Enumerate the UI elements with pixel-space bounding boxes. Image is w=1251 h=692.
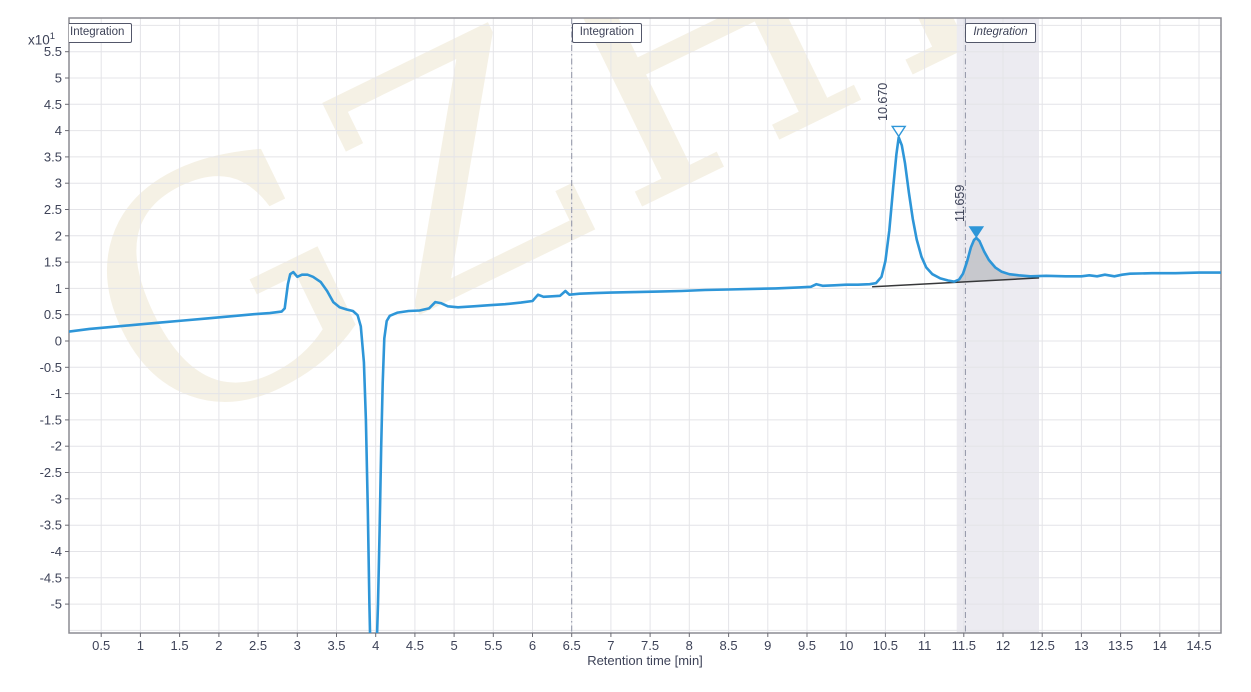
x-tick-label: 8	[686, 638, 693, 653]
y-tick-label: -5	[50, 597, 62, 612]
x-tick-label: 5.5	[484, 638, 502, 653]
x-tick-label: 3	[294, 638, 301, 653]
x-tick-label: 1.5	[171, 638, 189, 653]
x-tick-label: 2.5	[249, 638, 267, 653]
y-axis-multiplier-exponent: 1	[49, 31, 56, 42]
x-tick-label: 8.5	[720, 638, 738, 653]
y-tick-label: 5.5	[44, 44, 62, 59]
axis-ticks	[65, 51, 1200, 637]
y-tick-label: 4.5	[44, 97, 62, 112]
x-tick-label: 3.5	[327, 638, 345, 653]
signal-trace[interactable]	[69, 136, 1221, 677]
x-tick-label: 6.5	[563, 638, 581, 653]
integration-region-label[interactable]: Integration	[69, 23, 133, 43]
y-tick-label: 0.5	[44, 307, 62, 322]
gridlines	[69, 18, 1221, 633]
y-tick-label: 2	[55, 228, 62, 243]
x-axis-title: Retention time [min]	[587, 653, 703, 668]
y-tick-label: -3	[50, 491, 62, 506]
y-tick-label: -0.5	[40, 360, 62, 375]
x-tick-label: 7	[607, 638, 614, 653]
y-axis-multiplier-base: x10	[28, 32, 50, 48]
x-tick-label: 4.5	[406, 638, 424, 653]
x-tick-label: 5	[450, 638, 457, 653]
x-tick-label: 9	[764, 638, 771, 653]
x-tick-label: 14	[1153, 638, 1167, 653]
y-tick-label: -3.5	[40, 518, 62, 533]
x-tick-label: 2	[215, 638, 222, 653]
x-tick-label: 11	[918, 638, 932, 653]
peak-marker-triangle-filled[interactable]	[968, 226, 985, 239]
x-tick-label: 12	[996, 638, 1010, 653]
x-tick-label: 0.5	[92, 638, 110, 653]
y-tick-label: 2.5	[44, 202, 62, 217]
x-tick-label: 12.5	[1030, 638, 1055, 653]
plot-border	[68, 17, 1222, 634]
x-tick-label: 1	[137, 638, 144, 653]
y-axis-multiplier: x101	[28, 31, 55, 48]
y-tick-label: 3	[55, 176, 62, 191]
integration-band	[956, 18, 1039, 633]
y-tick-label: 0	[55, 334, 62, 349]
y-tick-label: 1	[55, 281, 62, 296]
x-tick-label: 13	[1074, 638, 1088, 653]
y-tick-label: -2	[50, 439, 62, 454]
x-tick-label: 14.5	[1186, 638, 1211, 653]
y-tick-label: 3.5	[44, 149, 62, 164]
y-tick-label: -1.5	[40, 412, 62, 427]
peak-marker-triangle-open[interactable]	[890, 125, 907, 138]
peak-area-fill	[956, 237, 1038, 283]
x-tick-label: 13.5	[1108, 638, 1133, 653]
y-tick-label: -1	[50, 386, 62, 401]
integration-region-label[interactable]: Integration	[965, 23, 1036, 43]
x-tick-label: 10.5	[873, 638, 898, 653]
integration-region-label[interactable]: Integration	[571, 23, 643, 43]
x-tick-label: 10	[839, 638, 853, 653]
x-tick-label: 11.5	[952, 638, 976, 653]
y-tick-label: -2.5	[40, 465, 62, 480]
y-tick-label: -4	[50, 544, 62, 559]
y-tick-label: 5	[55, 71, 62, 86]
x-tick-label: 9.5	[798, 638, 816, 653]
plot-overlay: Integration Integration Integration 10.6…	[69, 18, 1221, 633]
x-tick-label: 4	[372, 638, 379, 653]
x-tick-label: 7.5	[641, 638, 659, 653]
x-tick-label: 6	[529, 638, 536, 653]
y-tick-label: -4.5	[40, 570, 62, 585]
axis-tick-labels: 0.5 1 1.5 2 2.5 3 3.5 4 4.5 5 5.5 6 6.5 7 7.5 8 8.5 9 9.5 1…	[40, 44, 1212, 653]
y-tick-label: 1.5	[44, 255, 62, 270]
y-tick-label: 4	[55, 123, 62, 138]
